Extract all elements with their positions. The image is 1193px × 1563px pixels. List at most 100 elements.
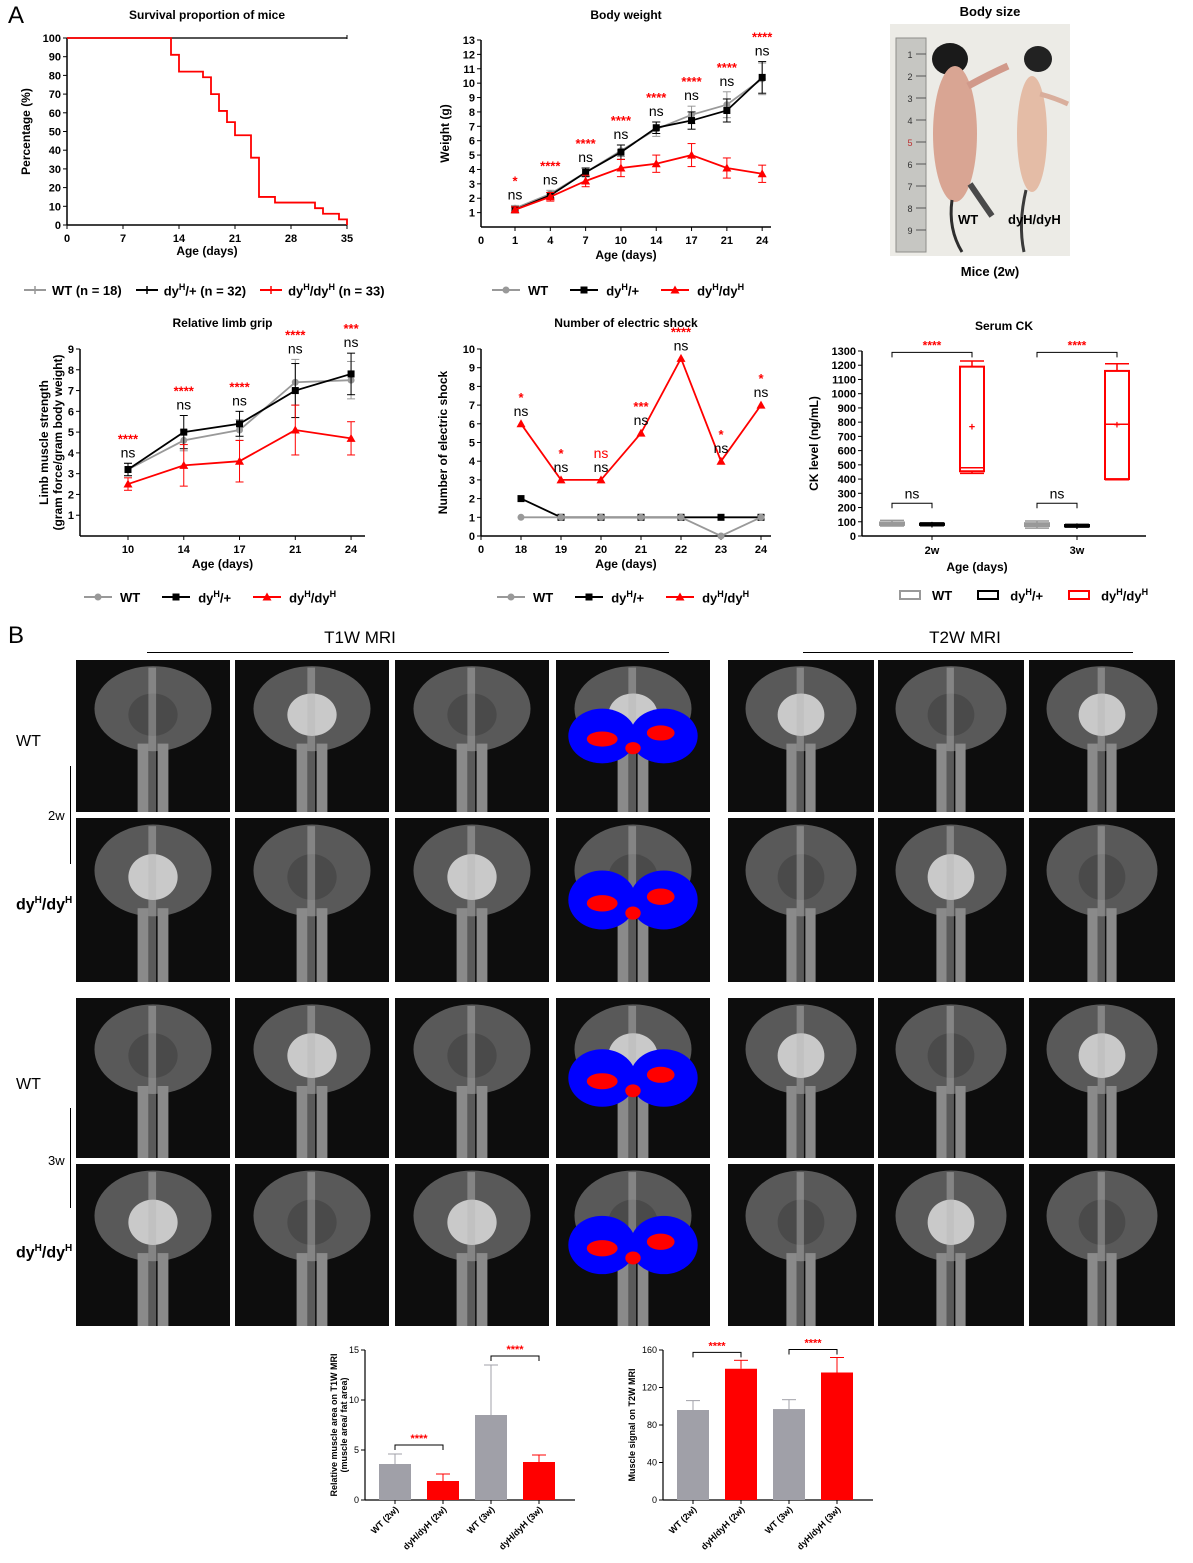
mri-image [728,1164,874,1326]
significance-label: *** [343,321,359,336]
y-tick-label: 20 [49,183,61,195]
y-tick-label: 0 [469,531,475,543]
y-axis-label: Number of electric shock [436,370,450,514]
body-size-photo: 1 2 3 4 5 6 7 8 9 WT dyH/dyH [890,24,1070,256]
x-tick-label: dyH/dyH (2w) [401,1504,448,1551]
fat-segmentation [646,1233,675,1250]
box-mean-marker: + [929,519,935,531]
fat-segmentation [625,1084,641,1098]
legend-serum-ck: WT dyH/+ dyH/dyH [896,587,1148,603]
mri-scan-drawing [568,1170,698,1326]
ns-label: ns [714,440,729,456]
body-size-drawing: 1 2 3 4 5 6 7 8 9 WT dyH/dyH [890,24,1070,256]
mri-image [395,998,549,1158]
mri-organ [447,854,497,900]
y-tick-label: 3 [469,179,475,191]
fat-segmentation [625,906,641,920]
y-axis-label: Percentage (%) [19,88,33,175]
mri-limb [316,1086,328,1158]
mri-limb [955,908,966,982]
mri-organ [287,1033,337,1078]
mri-organ [128,1199,178,1245]
mri-organ [287,1199,337,1245]
y-tick-label: 80 [647,1420,657,1430]
bar [475,1415,507,1500]
x-tick-label: 24 [755,544,768,556]
mri-scan-drawing [745,824,857,982]
chart-title: Survival proportion of mice [129,8,285,22]
mri-organ [128,693,178,736]
data-point [676,353,686,362]
x-tick-label: 0 [478,544,484,556]
data-point [757,513,765,521]
x-tick-label: 3w [1070,545,1085,557]
y-tick-label: 12 [463,49,475,61]
mri-limb [805,1086,816,1158]
legend-marker [94,593,102,601]
mri-limb [637,908,649,982]
mri-scan-drawing [895,1004,1007,1158]
mri-spine [467,667,476,812]
bar [821,1372,853,1500]
y-axis-label: Relative muscle area on T1W MRI [329,1353,339,1496]
mri-scan-drawing [745,1004,857,1158]
mri-scan-drawing [94,1170,212,1326]
legend-survival: WT (n = 18) dyH/+ (n = 32) dyH/dyH (n = … [24,282,385,298]
comparison-bracket [891,351,973,358]
x-axis-label: Age (days) [595,557,656,571]
mri-image [76,998,230,1158]
mri-limb [955,1253,966,1326]
x-tick-label: 17 [685,235,697,247]
x-tick-label: 19 [555,544,567,556]
legend-swatch [253,592,282,601]
y-tick-label: 5 [469,438,475,450]
legend-swatch [661,285,690,294]
legend-swatch [1068,590,1091,601]
y-tick-label: 5 [68,427,74,439]
y-tick-label: 80 [49,70,61,82]
fat-segmentation [586,1240,618,1257]
legend-item-het: dyH/+ [570,282,639,298]
mri-spine [796,667,804,812]
y-tick-label: 700 [838,431,856,443]
legend-swatch [575,593,604,601]
box [959,365,985,473]
y-tick-label: 1100 [832,374,856,386]
mri-spine [467,1006,476,1158]
y-tick-label: 4 [68,448,75,460]
comparison-bracket [394,1444,444,1450]
data-point [557,513,565,521]
mut-mouse-body [1017,76,1047,192]
legend-label-hom: dyH/dyH [702,589,750,606]
x-tick-label: 20 [595,544,607,556]
mri-scan-drawing [253,824,371,982]
mri-limb [316,1253,328,1326]
mri-image [395,818,549,982]
legend-swatch [977,590,1000,601]
x-tick-label: 0 [64,233,70,245]
mri-spine [148,1172,157,1326]
y-tick-label: 9 [469,93,475,105]
mri-spine [796,1006,804,1158]
x-tick-label: 23 [715,544,727,556]
mri-limb [157,908,169,982]
significance-label: **** [717,60,738,75]
bar [725,1368,757,1500]
mri-scan-drawing [413,824,531,982]
legend-swatch [899,590,921,601]
ns-label: ns [755,43,770,59]
x-tick-label: 10 [615,235,627,247]
mri-organ [1078,854,1126,900]
mri-spine [796,826,804,982]
wt-mouse-head [932,43,968,75]
data-point [637,513,645,521]
t1w-title: T1W MRI [324,628,396,647]
legend-body-weight: WT dyH/+ dyH/dyH [492,282,744,298]
data-point [290,425,300,434]
data-point [123,479,133,488]
ns-label: ns [344,334,359,350]
significance-label: **** [671,324,692,339]
row-label-wt-2w: WT [16,733,41,750]
x-axis-label: Age (days) [595,248,656,262]
y-tick-label: 10 [463,78,475,90]
